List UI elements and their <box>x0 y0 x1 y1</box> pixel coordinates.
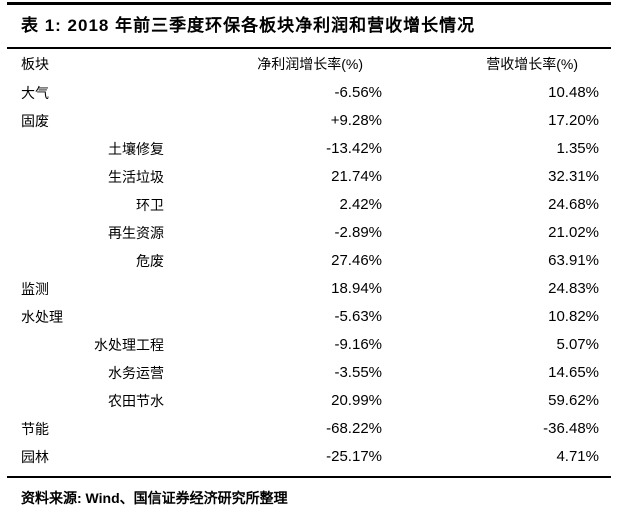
revenue-growth-cell: 17.20% <box>548 112 599 129</box>
net-profit-growth-cell: -13.42% <box>326 140 382 157</box>
table-title: 表 1: 2018 年前三季度环保各板块净利润和营收增长情况 <box>7 2 611 49</box>
table-header-row: 板块 净利润增长率(%) 营收增长率(%) <box>7 49 611 79</box>
sector-cell: 固废 <box>21 113 49 129</box>
revenue-growth-cell: 24.68% <box>548 196 599 213</box>
table-row: 危废 27.46% 63.91% <box>7 247 611 275</box>
net-profit-growth-cell: -2.89% <box>334 224 382 241</box>
sector-cell: 园林 <box>21 449 49 465</box>
sector-cell: 土壤修复 <box>108 141 164 157</box>
revenue-growth-cell: 24.83% <box>548 280 599 297</box>
table-row: 监测 18.94% 24.83% <box>7 275 611 303</box>
revenue-growth-cell: 63.91% <box>548 252 599 269</box>
sector-cell: 生活垃圾 <box>108 169 164 185</box>
table-row: 再生资源 -2.89% 21.02% <box>7 219 611 247</box>
table-row: 水处理工程 -9.16% 5.07% <box>7 331 611 359</box>
net-profit-growth-cell: -3.55% <box>334 364 382 381</box>
revenue-growth-cell: 21.02% <box>548 224 599 241</box>
net-profit-growth-cell: +9.28% <box>330 112 382 129</box>
net-profit-growth-cell: 18.94% <box>331 280 382 297</box>
sector-cell: 大气 <box>21 85 49 101</box>
col-header-net-profit-growth: 净利润增长率(%) <box>257 56 363 72</box>
net-profit-growth-cell: -5.63% <box>334 308 382 325</box>
revenue-growth-cell: 32.31% <box>548 168 599 185</box>
revenue-growth-cell: 1.35% <box>556 140 599 157</box>
col-header-revenue-growth: 营收增长率(%) <box>486 56 578 72</box>
revenue-growth-cell: 14.65% <box>548 364 599 381</box>
revenue-growth-cell: 59.62% <box>548 392 599 409</box>
net-profit-growth-cell: 21.74% <box>331 168 382 185</box>
net-profit-growth-cell: 2.42% <box>339 196 382 213</box>
table-row: 园林 -25.17% 4.71% <box>7 443 611 471</box>
net-profit-growth-cell: 27.46% <box>331 252 382 269</box>
table-body: 大气 -6.56% 10.48% 固废 +9.28% 17.20% 土壤修复 -13.42% 1… <box>7 79 611 471</box>
revenue-growth-cell: 10.48% <box>548 84 599 101</box>
sector-cell: 节能 <box>21 421 49 437</box>
table-row: 土壤修复 -13.42% 1.35% <box>7 135 611 163</box>
sector-cell: 农田节水 <box>108 393 164 409</box>
sector-cell: 再生资源 <box>108 225 164 241</box>
sector-cell: 环卫 <box>136 197 164 213</box>
sector-cell: 监测 <box>21 281 49 297</box>
source-note: 资料来源: Wind、国信证券经济研究所整理 <box>7 476 611 508</box>
revenue-growth-cell: 4.71% <box>556 448 599 465</box>
revenue-growth-cell: -36.48% <box>543 420 599 437</box>
table-row: 环卫 2.42% 24.68% <box>7 191 611 219</box>
table-row: 水处理 -5.63% 10.82% <box>7 303 611 331</box>
net-profit-growth-cell: -6.56% <box>334 84 382 101</box>
col-header-sector: 板块 <box>21 56 49 72</box>
revenue-growth-cell: 5.07% <box>556 336 599 353</box>
net-profit-growth-cell: -25.17% <box>326 448 382 465</box>
table-row: 生活垃圾 21.74% 32.31% <box>7 163 611 191</box>
revenue-growth-cell: 10.82% <box>548 308 599 325</box>
report-table: 表 1: 2018 年前三季度环保各板块净利润和营收增长情况 板块 净利润增长率… <box>7 2 611 508</box>
sector-cell: 水处理 <box>21 309 63 325</box>
sector-cell: 水务运营 <box>108 365 164 381</box>
table-row: 农田节水 20.99% 59.62% <box>7 387 611 415</box>
table-row: 固废 +9.28% 17.20% <box>7 107 611 135</box>
sector-cell: 危废 <box>136 253 164 269</box>
net-profit-growth-cell: -68.22% <box>326 420 382 437</box>
table-row: 大气 -6.56% 10.48% <box>7 79 611 107</box>
sector-cell: 水处理工程 <box>94 337 164 353</box>
net-profit-growth-cell: 20.99% <box>331 392 382 409</box>
table-row: 水务运营 -3.55% 14.65% <box>7 359 611 387</box>
net-profit-growth-cell: -9.16% <box>334 336 382 353</box>
table-row: 节能 -68.22% -36.48% <box>7 415 611 443</box>
